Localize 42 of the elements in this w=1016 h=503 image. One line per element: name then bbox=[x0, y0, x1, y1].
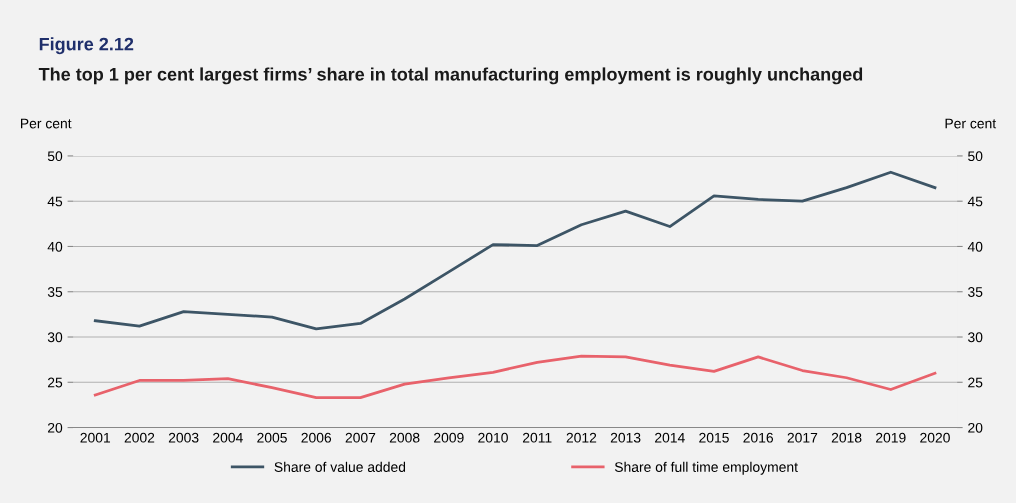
y-tick-label: 50 bbox=[47, 151, 63, 162]
line-series bbox=[93, 354, 937, 400]
x-tick-label: 2008 bbox=[389, 432, 420, 443]
x-tick-label: 2013 bbox=[610, 432, 641, 443]
y2-tick-label: 35 bbox=[968, 287, 983, 297]
y-tick-label: 35 bbox=[47, 287, 63, 297]
x-tick-label: 2002 bbox=[124, 432, 155, 443]
x-tick-label: 2001 bbox=[80, 432, 111, 443]
line-series bbox=[93, 170, 937, 331]
x-tick-label: 2012 bbox=[566, 432, 597, 443]
y2-tick-label: 25 bbox=[968, 377, 983, 388]
legend-label: Share of value added bbox=[274, 461, 406, 472]
y-tick-label: 40 bbox=[47, 241, 63, 252]
y-axis-title: Per cent bbox=[21, 118, 72, 129]
x-tick-label: 2007 bbox=[345, 432, 376, 443]
x-tick-label: 2020 bbox=[920, 432, 950, 443]
chart-title: Figure 2.12 bbox=[39, 37, 134, 55]
chart-subtitle: The top 1 per cent largest firms’ share in total manufacturing employment is roughly unchanged bbox=[38, 67, 863, 85]
x-tick-label: 2015 bbox=[699, 432, 729, 443]
x-tick-label: 2006 bbox=[301, 432, 332, 443]
y2-axis-title: Per cent bbox=[945, 118, 997, 129]
x-tick-label: 2010 bbox=[478, 432, 508, 443]
x-tick-label: 2018 bbox=[831, 432, 862, 443]
y-tick-label: 30 bbox=[47, 332, 63, 343]
x-tick-label: 2014 bbox=[655, 432, 685, 443]
y2-tick-label: 40 bbox=[967, 241, 983, 252]
y-tick-label: 45 bbox=[47, 196, 63, 207]
x-tick-label: 2016 bbox=[743, 432, 774, 443]
x-tick-label: 2005 bbox=[257, 432, 287, 443]
y2-tick-label: 20 bbox=[968, 422, 983, 433]
y2-tick-label: 50 bbox=[968, 151, 983, 162]
y2-tick-label: 30 bbox=[968, 332, 983, 343]
x-tick-label: 2009 bbox=[434, 432, 464, 443]
y-tick-label: 25 bbox=[47, 377, 63, 388]
y-tick-label: 20 bbox=[47, 422, 63, 433]
x-tick-label: 2011 bbox=[522, 432, 552, 443]
y2-tick-label: 45 bbox=[967, 196, 983, 207]
legend-label: Share of full time employment bbox=[614, 461, 798, 475]
x-tick-label: 2017 bbox=[787, 432, 818, 443]
x-tick-label: 2003 bbox=[168, 432, 199, 443]
x-tick-label: 2004 bbox=[213, 432, 243, 443]
x-tick-label: 2019 bbox=[876, 432, 906, 443]
